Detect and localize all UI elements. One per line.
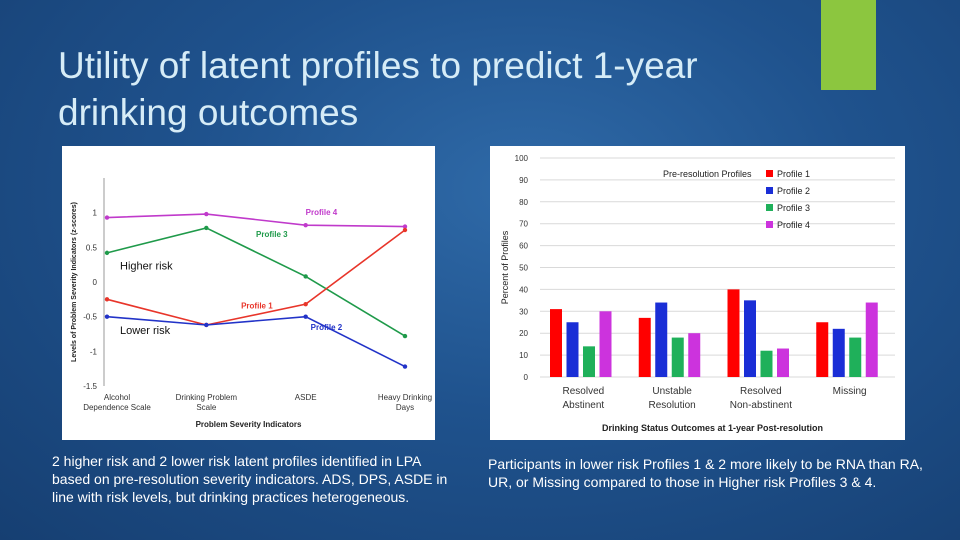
- x-tick-label: Abstinent: [563, 400, 605, 411]
- legend-label: Profile 4: [777, 220, 810, 230]
- y-tick-label: 0.5: [86, 243, 98, 252]
- bar: [777, 348, 789, 377]
- data-point: [104, 314, 110, 319]
- y-tick-label: 1: [93, 209, 98, 218]
- data-point: [402, 364, 408, 369]
- y-tick-label: 40: [519, 285, 528, 294]
- bar: [599, 311, 612, 377]
- bar: [550, 309, 562, 377]
- data-point: [204, 322, 209, 328]
- x-tick-label: Drinking Problem: [176, 393, 238, 402]
- annotation-lower-risk: Lower risk: [120, 325, 171, 337]
- data-point: [204, 211, 209, 217]
- legend-label: Profile 2: [777, 186, 810, 196]
- y-tick-label: 0: [93, 278, 98, 287]
- legend-swatch: [766, 170, 773, 177]
- y-tick-label: 0: [524, 373, 529, 382]
- legend-swatch: [766, 187, 773, 194]
- data-point: [104, 297, 110, 302]
- data-point: [303, 274, 308, 279]
- x-axis-label: Drinking Status Outcomes at 1-year Post-…: [602, 423, 823, 433]
- slide-title: Utility of latent profiles to predict 1-…: [58, 45, 698, 133]
- y-tick-label: 100: [515, 154, 529, 163]
- bar: [688, 333, 701, 377]
- x-tick-label: Alcohol: [104, 393, 130, 402]
- y-tick-label: 20: [519, 329, 528, 338]
- data-point: [303, 301, 308, 307]
- accent-bar: [821, 0, 876, 90]
- data-point: [204, 225, 209, 231]
- bar: [727, 289, 740, 377]
- bar: [760, 350, 773, 377]
- series-label: Profile 3: [256, 230, 288, 239]
- y-tick-label: 90: [519, 176, 528, 185]
- data-point: [104, 215, 110, 220]
- y-tick-label: -1.5: [83, 382, 97, 391]
- legend-swatch: [766, 204, 773, 211]
- caption-right: Participants in lower risk Profiles 1 & …: [488, 456, 923, 490]
- bar: [583, 346, 595, 377]
- bar: [816, 322, 829, 377]
- series-label: Profile 4: [306, 208, 338, 217]
- x-tick-label: Days: [396, 403, 414, 412]
- legend-title: Pre-resolution Profiles: [663, 169, 752, 179]
- data-point: [303, 222, 308, 228]
- bar: [638, 317, 651, 377]
- y-axis-label: Percent of Profiles: [500, 230, 510, 304]
- bar: [865, 302, 878, 377]
- x-tick-label: Resolved: [563, 386, 605, 397]
- series-line: [106, 227, 406, 337]
- y-tick-label: 10: [519, 351, 528, 360]
- x-tick-label: Scale: [196, 403, 217, 412]
- x-tick-label: Unstable: [652, 386, 692, 397]
- caption-left: 2 higher risk and 2 lower risk latent pr…: [52, 453, 448, 505]
- bar: [671, 337, 684, 377]
- series-line: [106, 229, 406, 326]
- y-tick-label: 50: [519, 264, 528, 273]
- legend-label: Profile 3: [777, 203, 810, 213]
- x-tick-label: Heavy Drinking: [378, 393, 432, 402]
- x-tick-label: Dependence Scale: [83, 403, 151, 412]
- line-chart: 1 0.5 0 -0.5 -1 -1.5 Levels of Problem Severit…: [71, 178, 432, 429]
- annotation-higher-risk: Higher risk: [120, 261, 173, 273]
- x-axis-label: Problem Severity Indicators: [196, 420, 302, 429]
- y-tick-label: -0.5: [83, 313, 97, 322]
- series-line: [106, 315, 406, 368]
- data-point: [104, 250, 110, 256]
- x-tick-label: Resolution: [648, 400, 695, 411]
- bar-chart-panel: 0 10 20 30 40 50 60 70 80 90 100 Percent of Profile…: [490, 146, 905, 440]
- legend-swatch: [766, 221, 773, 228]
- x-tick-label: Missing: [833, 386, 867, 397]
- data-point: [402, 333, 408, 339]
- bar: [744, 300, 756, 377]
- series-label: Profile 2: [311, 323, 343, 332]
- data-point: [303, 314, 308, 319]
- x-tick-label: ASDE: [295, 393, 317, 402]
- y-tick-label: 30: [519, 307, 528, 316]
- bar: [566, 322, 579, 377]
- y-axis-label: Levels of Problem Severity Indicators (z…: [71, 202, 78, 362]
- series-label: Profile 1: [241, 302, 273, 311]
- y-tick-label: -1: [90, 347, 98, 356]
- y-tick-label: 60: [519, 242, 528, 251]
- x-tick-label: Resolved: [740, 386, 782, 397]
- line-chart-panel: 1 0.5 0 -0.5 -1 -1.5 Levels of Problem Severit…: [62, 146, 435, 440]
- x-tick-label: Non-abstinent: [730, 400, 792, 411]
- bar: [832, 328, 845, 377]
- data-point: [402, 227, 408, 233]
- legend-label: Profile 1: [777, 169, 810, 179]
- y-tick-label: 80: [519, 198, 528, 207]
- series-line: [106, 213, 406, 228]
- bar: [655, 302, 668, 377]
- bar-chart: 0 10 20 30 40 50 60 70 80 90 100 Percent of Profile…: [500, 154, 895, 433]
- data-point: [402, 224, 408, 229]
- y-tick-label: 70: [519, 220, 528, 229]
- bar: [849, 337, 862, 377]
